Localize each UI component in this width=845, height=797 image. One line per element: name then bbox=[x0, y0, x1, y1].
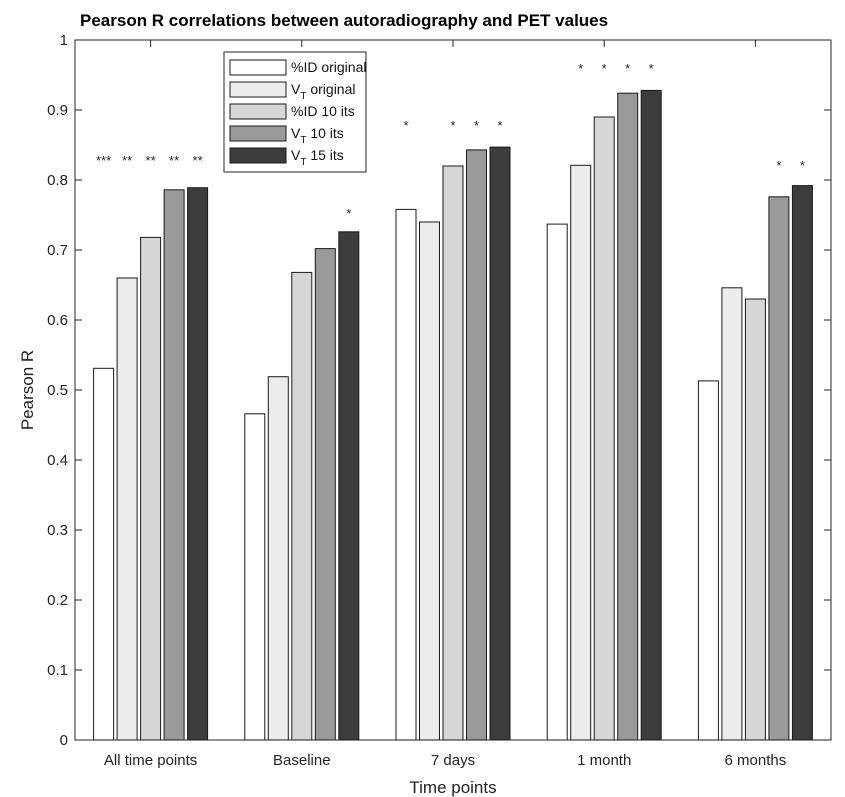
significance-marker: * bbox=[625, 61, 630, 76]
legend-label-main: %ID original bbox=[291, 59, 366, 75]
y-tick-label: 1 bbox=[60, 32, 68, 49]
significance-markers: ********************** bbox=[96, 61, 805, 221]
legend-label-subscript: T bbox=[300, 135, 306, 146]
bar bbox=[697, 380, 719, 741]
x-axis-label: Time points bbox=[409, 778, 496, 797]
y-tick-label: 0.6 bbox=[47, 312, 68, 329]
y-tick-label: 0 bbox=[60, 732, 68, 749]
legend-item: VT 10 its bbox=[229, 125, 344, 146]
bar bbox=[570, 164, 592, 741]
significance-marker: * bbox=[578, 61, 583, 76]
x-tick-label: Baseline bbox=[273, 752, 331, 769]
legend-label-suffix: 15 its bbox=[306, 147, 343, 163]
significance-marker: *** bbox=[96, 153, 111, 168]
legend-label-subscript: T bbox=[300, 91, 306, 102]
legend-label-main: %ID 10 its bbox=[291, 103, 355, 119]
legend-label-main: V bbox=[291, 81, 301, 97]
significance-marker: * bbox=[403, 118, 408, 133]
bar-series bbox=[116, 164, 743, 741]
significance-marker: * bbox=[497, 118, 502, 133]
x-tick-label: All time points bbox=[104, 752, 197, 769]
y-tick-label: 0.3 bbox=[47, 522, 68, 539]
significance-marker: * bbox=[450, 118, 455, 133]
legend-label: VT 15 its bbox=[291, 147, 344, 168]
bar bbox=[721, 287, 743, 741]
bar-series bbox=[163, 92, 790, 741]
bar-series bbox=[93, 208, 719, 741]
legend-swatch bbox=[229, 103, 287, 120]
y-tick-label: 0.1 bbox=[47, 662, 68, 679]
significance-marker: * bbox=[776, 158, 781, 173]
legend-label-subscript: T bbox=[300, 157, 306, 168]
chart-title: Pearson R correlations between autoradio… bbox=[80, 11, 608, 30]
legend-item: VT 15 its bbox=[229, 147, 344, 168]
bar-series bbox=[187, 89, 813, 741]
bar bbox=[744, 298, 766, 741]
significance-marker: * bbox=[346, 206, 351, 221]
bar-series bbox=[140, 116, 766, 741]
bar bbox=[244, 413, 266, 741]
y-axis: 0 0.1 0.2 0.3 0.4 0.5 0.6 0.7 0.8 0.9 1 bbox=[47, 32, 831, 749]
bar bbox=[140, 236, 162, 741]
legend-swatch bbox=[229, 147, 287, 164]
legend-label-main: V bbox=[291, 125, 301, 141]
bar bbox=[267, 376, 289, 741]
significance-marker: * bbox=[602, 61, 607, 76]
x-axis: All time points Baseline 7 days 1 month 6 mo… bbox=[104, 40, 786, 769]
bar bbox=[163, 189, 185, 741]
y-tick-label: 0.7 bbox=[47, 242, 68, 259]
significance-marker: * bbox=[649, 61, 654, 76]
legend-swatch bbox=[229, 59, 287, 76]
bar bbox=[93, 367, 115, 741]
bar bbox=[489, 146, 511, 741]
significance-marker: ** bbox=[193, 153, 203, 168]
significance-marker: ** bbox=[169, 153, 179, 168]
bar bbox=[338, 231, 360, 741]
y-tick-label: 0.8 bbox=[47, 172, 68, 189]
legend-item: VT original bbox=[229, 81, 355, 102]
legend-label-suffix: 10 its bbox=[306, 125, 343, 141]
legend-label-suffix: original bbox=[306, 81, 355, 97]
y-tick-label: 0.2 bbox=[47, 592, 68, 609]
legend-label: %ID original bbox=[291, 59, 366, 75]
bar bbox=[640, 89, 662, 741]
bar bbox=[768, 196, 790, 741]
y-tick-label: 0.4 bbox=[47, 452, 68, 469]
bar bbox=[466, 149, 487, 741]
bar bbox=[116, 277, 138, 741]
bar bbox=[291, 271, 313, 741]
legend-label: VT 10 its bbox=[291, 125, 344, 146]
x-tick-label: 1 month bbox=[577, 752, 631, 769]
significance-marker: ** bbox=[122, 153, 132, 168]
bar bbox=[593, 116, 615, 741]
legend-label: VT original bbox=[291, 81, 355, 102]
legend-label-main: V bbox=[291, 147, 301, 163]
legend-swatch bbox=[229, 81, 287, 98]
bar bbox=[546, 223, 568, 741]
significance-marker: ** bbox=[146, 153, 156, 168]
bar bbox=[314, 248, 336, 741]
y-axis-label: Pearson R bbox=[18, 350, 37, 430]
bar-series-group bbox=[93, 89, 813, 741]
legend-swatch bbox=[229, 125, 287, 142]
y-tick-label: 0.5 bbox=[47, 382, 68, 399]
bar bbox=[187, 187, 209, 741]
bar bbox=[395, 208, 417, 741]
bar bbox=[419, 221, 440, 741]
significance-marker: * bbox=[474, 118, 479, 133]
bar bbox=[791, 185, 813, 741]
legend-label: %ID 10 its bbox=[291, 103, 355, 119]
bar bbox=[617, 92, 639, 741]
legend-item: %ID 10 its bbox=[229, 103, 355, 120]
x-tick-label: 7 days bbox=[431, 752, 475, 769]
significance-marker: * bbox=[800, 158, 805, 173]
bar bbox=[442, 165, 464, 741]
y-tick-label: 0.9 bbox=[47, 102, 68, 119]
legend-item: %ID original bbox=[229, 59, 366, 76]
x-tick-label: 6 months bbox=[725, 752, 787, 769]
